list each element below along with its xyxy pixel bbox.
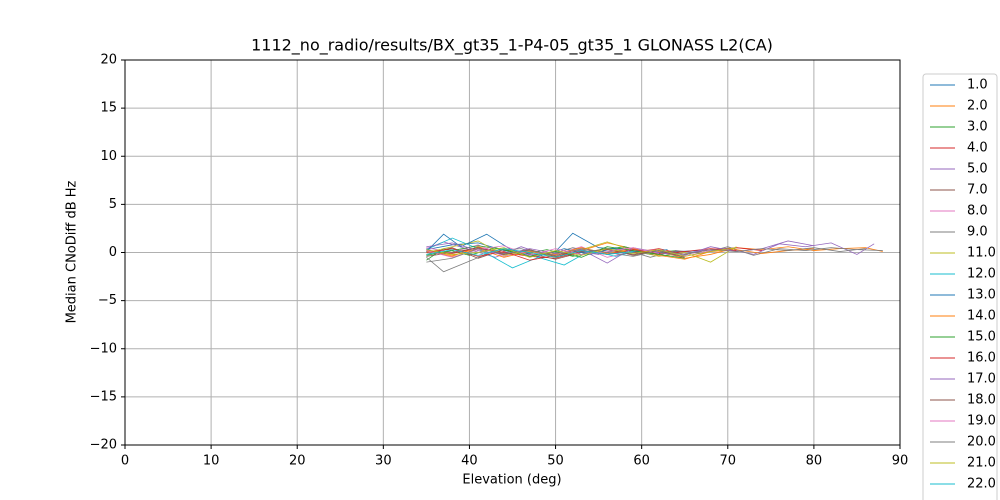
y-tick-label: −15 bbox=[90, 389, 117, 404]
legend-label: 14.0 bbox=[967, 309, 996, 324]
legend-label: 4.0 bbox=[967, 141, 988, 156]
series-line bbox=[426, 232, 728, 256]
y-tick-label: 10 bbox=[100, 149, 117, 164]
x-tick-label: 80 bbox=[806, 454, 823, 469]
legend-label: 22.0 bbox=[967, 477, 996, 492]
legend-label: 2.0 bbox=[967, 99, 988, 114]
series-line bbox=[426, 247, 866, 263]
y-axis-label: Median CNoDiff dB Hz bbox=[65, 180, 80, 323]
legend-label: 7.0 bbox=[967, 183, 988, 198]
legend-label: 17.0 bbox=[967, 372, 996, 387]
y-tick-label: 20 bbox=[100, 53, 117, 68]
x-tick-label: 70 bbox=[720, 454, 737, 469]
x-tick-label: 40 bbox=[461, 454, 478, 469]
legend-label: 3.0 bbox=[967, 120, 988, 135]
y-tick-label: 15 bbox=[100, 101, 117, 116]
legend-label: 5.0 bbox=[967, 162, 988, 177]
legend-label: 12.0 bbox=[967, 267, 996, 282]
series-line bbox=[426, 247, 685, 258]
plot-frame bbox=[124, 59, 901, 446]
legend-label: 1.0 bbox=[967, 78, 988, 93]
x-tick-label: 30 bbox=[375, 454, 392, 469]
x-tick-label: 60 bbox=[633, 454, 650, 469]
legend-label: 8.0 bbox=[967, 204, 988, 219]
series-line bbox=[426, 248, 634, 258]
legend-label: 13.0 bbox=[967, 288, 996, 303]
y-tick-label: −10 bbox=[90, 341, 117, 356]
y-tick-label: 5 bbox=[109, 197, 117, 212]
legend-label: 19.0 bbox=[967, 414, 996, 429]
legend-label: 18.0 bbox=[967, 393, 996, 408]
legend-label: 16.0 bbox=[967, 351, 996, 366]
y-tick-label: −5 bbox=[98, 293, 117, 308]
x-tick-label: 50 bbox=[547, 454, 564, 469]
legend-label: 9.0 bbox=[967, 225, 988, 240]
x-tick-label: 0 bbox=[121, 454, 129, 469]
x-tick-label: 10 bbox=[203, 454, 220, 469]
x-tick-label: 90 bbox=[892, 454, 909, 469]
x-tick-label: 20 bbox=[289, 454, 306, 469]
legend-box bbox=[922, 73, 998, 500]
legend-label: 20.0 bbox=[967, 435, 996, 450]
legend-label: 21.0 bbox=[967, 456, 996, 471]
series-line bbox=[426, 247, 737, 258]
legend-label: 11.0 bbox=[967, 246, 996, 261]
y-tick-label: 0 bbox=[109, 245, 117, 260]
x-axis-label: Elevation (deg) bbox=[462, 473, 561, 488]
chart-title: 1112_no_radio/results/BX_gt35_1-P4-05_gt… bbox=[251, 36, 773, 56]
legend-label: 15.0 bbox=[967, 330, 996, 345]
y-tick-label: −20 bbox=[90, 438, 117, 453]
